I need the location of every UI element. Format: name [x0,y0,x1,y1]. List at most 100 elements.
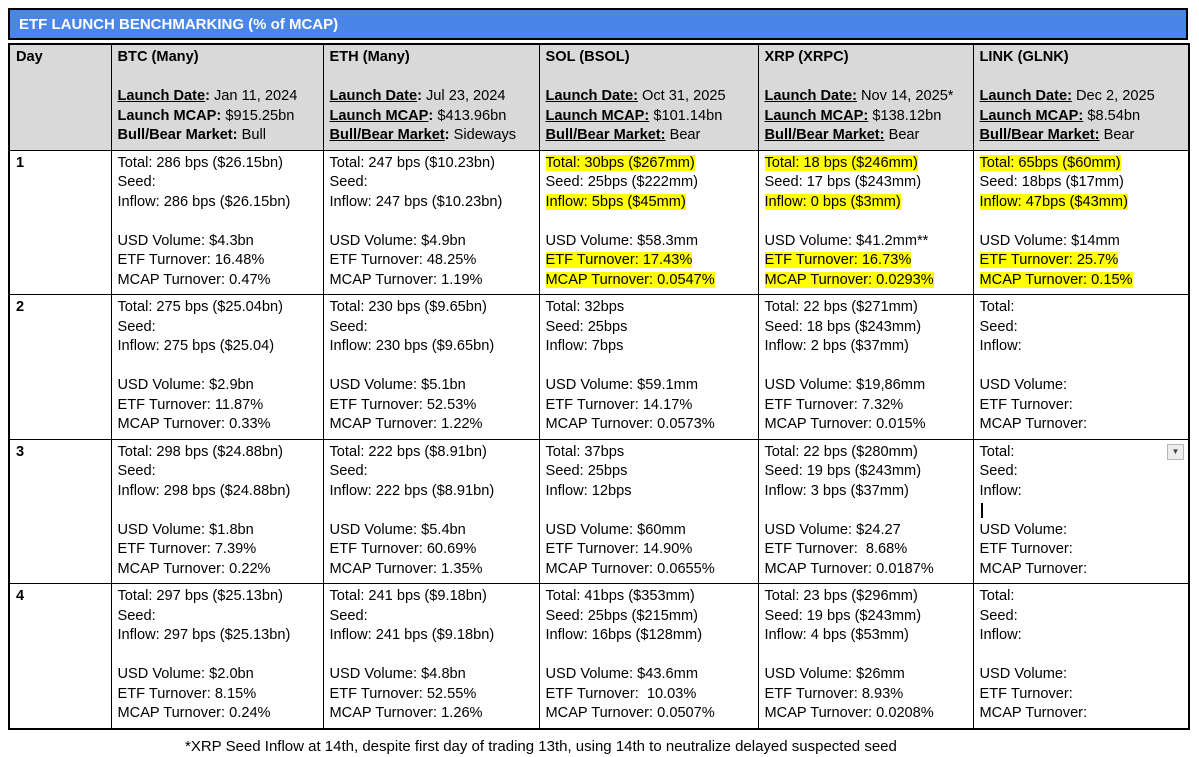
cell-line: MCAP Turnover: 0.0208% [764,705,934,721]
cell-line: Seed: [117,318,156,335]
cell-line: MCAP Turnover: 0.0293% [764,271,967,291]
cell-line: Total: 41bps ($353mm) [545,588,695,604]
cell-line: Seed: 19 bps ($243mm) [764,607,922,624]
cell-eth-day1[interactable]: Total: 247 bps ($10.23bn) Seed: Inflow: 24… [322,149,540,295]
cell-sol-day4[interactable]: Total: 41bps ($353mm) Seed: 25bps ($215mm… [538,583,759,729]
cell-xrp-day1[interactable]: Total: 18 bps ($246mm) Seed: 17 bps ($243… [757,149,974,295]
day-header-label: Day [16,49,43,65]
cell-line: Seed: [329,174,368,190]
cell-btc-day3[interactable]: Total: 298 bps ($24.88bn) Seed: Inflow: 29… [110,438,324,584]
meta-line-eth-1: Launch MCAP: $413.96bn [330,107,533,127]
cell-btc-day2[interactable]: Total: 275 bps ($25.04bn) Seed: Inflow: 27… [110,294,324,440]
cell-line [765,212,967,232]
cell-line: Seed: [117,174,156,190]
cell-line: Total: [979,299,1015,315]
day-cell-2[interactable]: 2 [8,294,112,440]
cell-line: Inflow: 298 bps ($24.88bn) [117,482,291,499]
cell-line: ETF Turnover: 8.68% [764,541,908,557]
day-number: 4 [16,588,25,604]
meta-value: Sideways [449,127,517,143]
cell-line: Total: 65bps ($60mm) [979,154,1183,174]
cell-sol-day2[interactable]: Total: 32bps Seed: 25bps Inflow: 7bps USD V… [538,294,759,440]
meta-value: Nov 14, 2025* [856,88,954,104]
cell-line: ETF Turnover: 7.32% [764,396,904,413]
cell-line [980,212,1183,232]
col-header-sol[interactable]: SOL (BSOL) Launch Date: Oct 31, 2025 Launc… [538,43,759,151]
meta-line-sol-0: Launch Date: Oct 31, 2025 [546,87,752,107]
highlighted-text: Total: 18 bps ($246mm) [764,154,918,171]
cell-sol-day1[interactable]: Total: 30bps ($267mm) Seed: 25bps ($222mm… [538,149,759,295]
cell-link-day1[interactable]: Total: 65bps ($60mm) Seed: 18bps ($17mm) I… [972,149,1190,295]
cell-line: Seed: 18bps ($17mm) [979,174,1124,190]
cell-link-day2[interactable]: Total: Seed: Inflow: USD Volume: ETF Turnove… [972,294,1190,440]
meta-value: $413.96bn [433,107,507,124]
cell-line [118,501,317,521]
table-row-day-3: 3 Total: 298 bps ($24.88bn) Seed: Inflow: 2… [8,438,1190,584]
meta-label: Bull/Bear Market: [545,127,666,143]
col-header-link[interactable]: LINK (GLNK) Launch Date: Dec 2, 2025 Launc… [972,43,1190,151]
cell-line: Total: 23 bps ($296mm) [764,588,918,604]
meta-line-eth-2: Bull/Bear Market: Sideways [330,126,533,146]
meta-label: Launch Date: [979,88,1072,104]
day-cell-3[interactable]: 3 [8,438,112,584]
cell-btc-day4[interactable]: Total: 297 bps ($25.13bn) Seed: Inflow: 29… [110,583,324,729]
cell-dropdown-button[interactable]: ▼ [1167,443,1184,460]
cell-line: Seed: [329,318,368,335]
col-header-btc[interactable]: BTC (Many) Launch Date: Jan 11, 2024 Launc… [110,43,324,151]
cell-line [980,357,1183,377]
asset-name-sol: SOL (BSOL) [545,49,630,65]
meta-line-sol-2: Bull/Bear Market: Bear [546,126,752,146]
spacer-line [330,68,533,88]
cell-link-day4[interactable]: Total: Seed: Inflow: USD Volume: ETF Turnove… [972,583,1190,729]
meta-label: Launch Date [329,88,418,104]
meta-line-btc-1: Launch MCAP: $915.25bn [118,107,317,127]
highlighted-text: Inflow: 5bps ($45mm) [545,193,686,210]
cell-line: Inflow: [979,627,1022,643]
footnote[interactable]: *XRP Seed Inflow at 14th, despite first … [185,737,897,755]
meta-value: Jul 23, 2024 [421,88,506,104]
cell-line: Seed: 25bps ($222mm) [545,174,699,190]
cell-line: Seed: [979,463,1018,479]
day-cell-1[interactable]: 1 [8,149,112,295]
col-header-eth[interactable]: ETH (Many) Launch Date: Jul 23, 2024 Launc… [322,43,540,151]
spacer-line [546,68,752,88]
cell-line: MCAP Turnover: 0.15% [979,271,1183,291]
cell-line: ETF Turnover: 25.7% [979,251,1183,271]
cell-line: Seed: 19 bps ($243mm) [764,463,922,479]
cell-xrp-day2[interactable]: Total: 22 bps ($271mm) Seed: 18 bps ($243… [757,294,974,440]
meta-label: Launch MCAP [329,107,429,124]
col-header-day[interactable]: Day [8,43,112,151]
cell-line: USD Volume: $14mm [979,232,1120,249]
meta-label: Bull/Bear Market [117,127,233,143]
meta-colon: : [444,127,450,143]
cell-line: Total: 22 bps ($280mm) [764,443,918,460]
cell-eth-day2[interactable]: Total: 230 bps ($9.65bn) Seed: Inflow: 230… [322,294,540,440]
cell-line: USD Volume: $58.3mm [545,232,699,249]
cell-sol-day3[interactable]: Total: 37bps Seed: 25bps Inflow: 12bps USD … [538,438,759,584]
cell-line [980,646,1183,666]
cell-line: MCAP Turnover: 1.26% [329,705,483,721]
cell-line: USD Volume: $2.9bn [117,377,254,393]
cell-xrp-day3[interactable]: Total: 22 bps ($280mm) Seed: 19 bps ($243… [757,438,974,584]
cell-line: USD Volume: $5.4bn [329,521,466,538]
cell-line: Inflow: 47bps ($43mm) [979,193,1183,213]
day-cell-4[interactable]: 4 [8,583,112,729]
cell-xrp-day4[interactable]: Total: 23 bps ($296mm) Seed: 19 bps ($243… [757,583,974,729]
col-header-xrp[interactable]: XRP (XRPC) Launch Date: Nov 14, 2025* Laun… [757,43,974,151]
cell-line [765,646,967,666]
cell-link-day3[interactable]: Total: Seed: Inflow: USD Volume: ETF Turnove… [972,438,1190,584]
spacer-line [118,68,317,88]
cell-line: Total: 18 bps ($246mm) [764,154,967,174]
cell-line: MCAP Turnover: 0.0573% [545,416,715,432]
cell-line: Inflow: 222 bps ($8.91bn) [329,482,495,499]
meta-colon: : [216,107,222,124]
cell-line: ETF Turnover: [979,685,1073,702]
table-title-bar[interactable]: ETF LAUNCH BENCHMARKING (% of MCAP) [8,8,1188,40]
cell-btc-day1[interactable]: Total: 286 bps ($26.15bn) Seed: Inflow: 28… [110,149,324,295]
cell-line: Total: 241 bps ($9.18bn) [329,588,487,604]
cell-eth-day3[interactable]: Total: 222 bps ($8.91bn) Seed: Inflow: 222… [322,438,540,584]
cell-eth-day4[interactable]: Total: 241 bps ($9.18bn) Seed: Inflow: 241… [322,583,540,729]
cell-line [118,212,317,232]
cell-line: Inflow: 12bps [545,482,632,499]
cell-line: Total: 230 bps ($9.65bn) [329,299,487,315]
